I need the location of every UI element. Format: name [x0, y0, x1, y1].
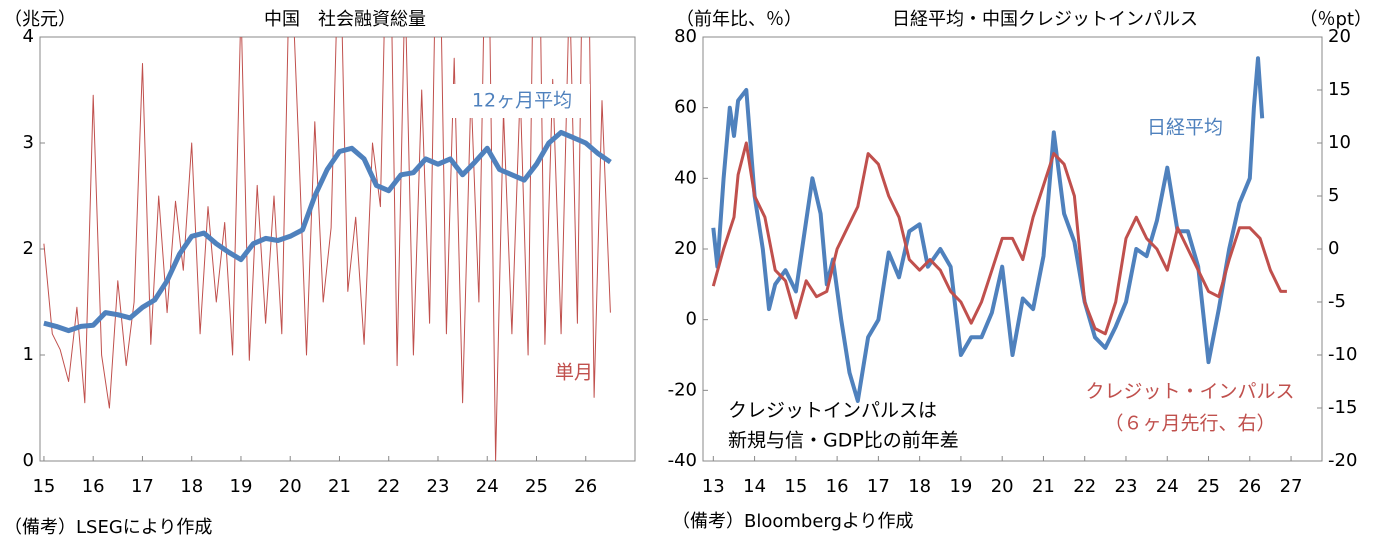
x-tick-label: 25	[1197, 476, 1220, 497]
x-tick-label: 15	[32, 476, 55, 497]
x-tick-label: 26	[574, 476, 597, 497]
y-axis-title: （前年比、％）	[676, 9, 802, 30]
y-tick-label: 3	[23, 132, 34, 153]
series-label: クレジット・インパルス	[1085, 381, 1294, 403]
series-line	[43, 37, 611, 461]
annotation: （６ヶ月先行、右）	[1104, 413, 1275, 435]
x-tick-label: 26	[1238, 476, 1261, 497]
y-axis-title: （兆元）	[4, 9, 76, 30]
series-label: 12ヶ月平均	[472, 90, 572, 112]
y2-tick-label: 20	[1328, 26, 1351, 47]
y-tick-label: 0	[686, 309, 697, 330]
y-tick-label: 1	[23, 344, 34, 365]
y-tick-label: 2	[23, 238, 34, 259]
y-tick-label: 0	[23, 450, 34, 471]
annotation: クレジットインパルスは	[728, 400, 937, 422]
x-tick-label: 21	[328, 476, 351, 497]
x-tick-label: 23	[1115, 476, 1138, 497]
chart-title: 中国 社会融資総量	[264, 9, 426, 30]
chart-title: 日経平均・中国クレジットインパルス	[892, 9, 1198, 30]
label-background	[448, 84, 590, 118]
series-label: 日経平均	[1147, 117, 1223, 139]
x-tick-label: 20	[991, 476, 1014, 497]
x-tick-label: 16	[826, 476, 849, 497]
x-tick-label: 13	[702, 476, 725, 497]
x-tick-label: 18	[180, 476, 203, 497]
y2-tick-label: -15	[1328, 397, 1357, 418]
y-tick-label: 80	[674, 26, 697, 47]
x-tick-label: 16	[82, 476, 105, 497]
x-tick-label: 15	[784, 476, 807, 497]
y2-tick-label: -20	[1328, 450, 1357, 471]
x-tick-label: 17	[867, 476, 890, 497]
x-tick-label: 14	[743, 476, 766, 497]
y2-tick-label: 0	[1328, 238, 1339, 259]
y-tick-label: 40	[674, 167, 697, 188]
x-tick-label: 25	[525, 476, 548, 497]
y-tick-label: -40	[668, 450, 697, 471]
x-tick-label: 22	[377, 476, 400, 497]
x-tick-label: 18	[908, 476, 931, 497]
x-tick-label: 20	[279, 476, 302, 497]
series-line	[43, 129, 612, 334]
note: （備考）Bloombergより作成	[672, 511, 914, 532]
y-tick-label: 60	[674, 97, 697, 118]
annotation: 新規与信・GDP比の前年差	[728, 430, 959, 452]
y2-tick-label: -5	[1328, 291, 1346, 312]
y2-axis-title: （％pt）	[1300, 9, 1372, 30]
x-tick-label: 22	[1073, 476, 1096, 497]
x-tick-label: 24	[1156, 476, 1179, 497]
series-label: 単月	[555, 362, 593, 384]
note: （備考）LSEGにより作成	[4, 517, 212, 538]
x-tick-label: 21	[1032, 476, 1055, 497]
y2-tick-label: 15	[1328, 79, 1351, 100]
x-tick-label: 19	[949, 476, 972, 497]
y2-tick-label: 10	[1328, 132, 1351, 153]
series-group	[711, 56, 1287, 403]
x-tick-label: 27	[1280, 476, 1303, 497]
x-tick-label: 17	[131, 476, 154, 497]
series-line	[711, 56, 1265, 403]
y-tick-label: 20	[674, 238, 697, 259]
series-group	[43, 37, 612, 461]
y2-tick-label: -10	[1328, 344, 1357, 365]
x-tick-label: 19	[230, 476, 253, 497]
y-tick-label: 4	[23, 26, 34, 47]
y-tick-label: -20	[668, 379, 697, 400]
y2-tick-label: 5	[1328, 185, 1339, 206]
x-tick-label: 23	[427, 476, 450, 497]
series-line	[711, 141, 1287, 336]
x-tick-label: 24	[476, 476, 499, 497]
